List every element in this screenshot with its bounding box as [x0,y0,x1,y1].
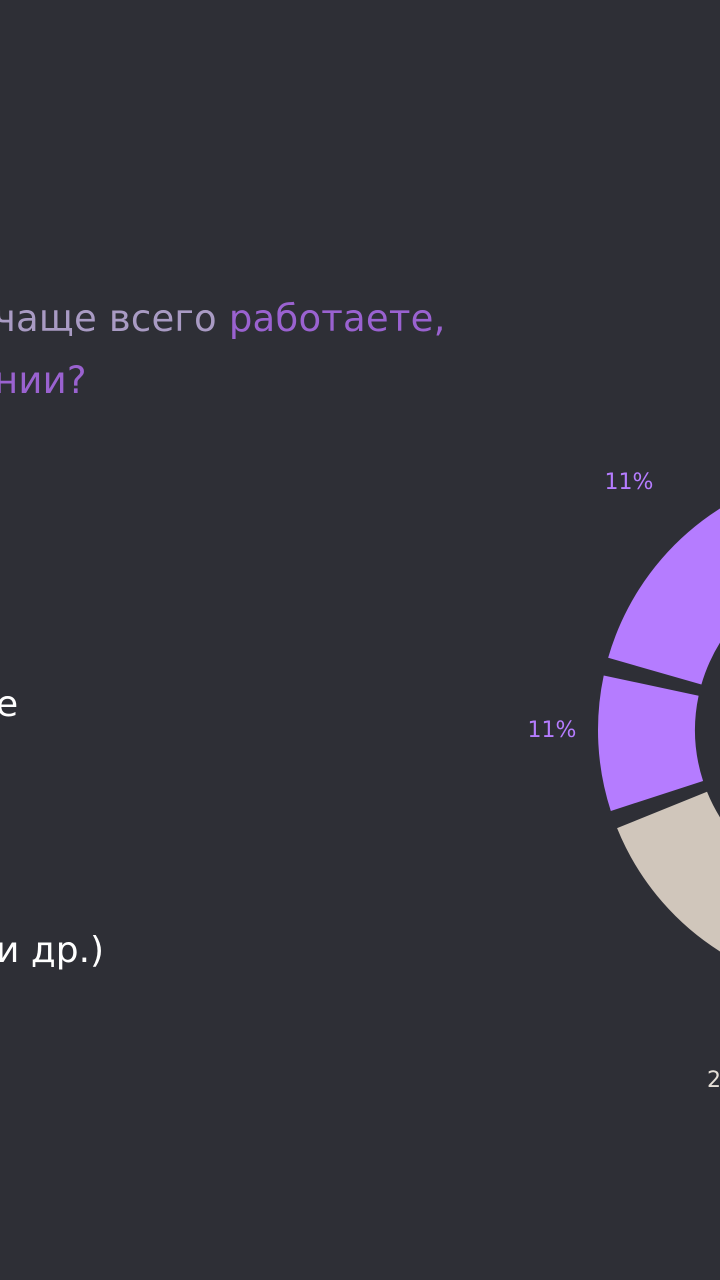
slice-label-2: 11% [528,718,577,743]
donut-slice-2 [597,675,704,811]
answer-option-1: е [0,684,19,725]
question-line-1a: чаще всего [0,297,217,340]
answer-option-2: и др.) [0,930,105,971]
donut-slice-1 [608,508,720,685]
question-line-1: чаще всего работаете, [0,288,446,350]
survey-question: чаще всего работаете, нии? [0,288,446,412]
donut-slice-3 [617,791,720,952]
slice-label-1: 11% [605,470,654,495]
slice-label-3: 2 [707,1068,720,1093]
question-line-2: нии? [0,350,446,412]
question-line-1b: работаете, [228,297,446,340]
question-line-2-text: нии? [0,359,87,402]
